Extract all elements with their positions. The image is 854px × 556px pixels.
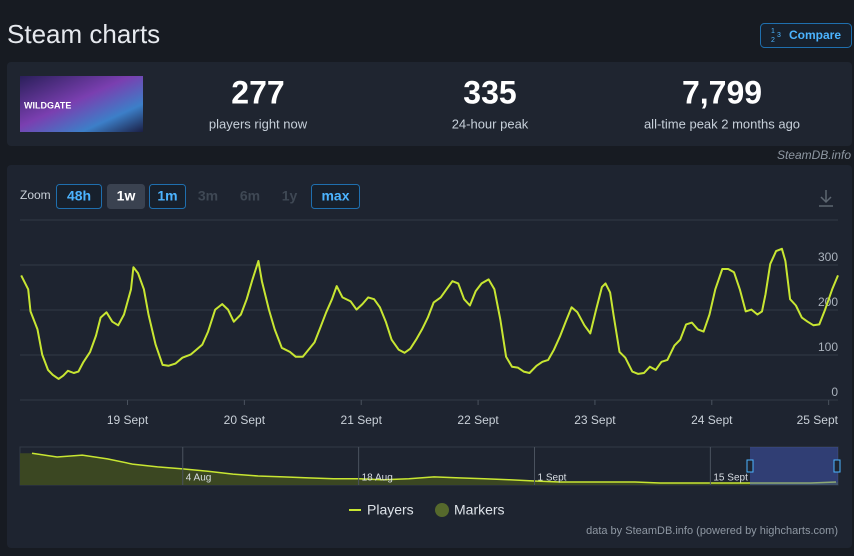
zoom-option: 3m	[198, 188, 218, 204]
x-tick-label: 25 Sept	[797, 413, 839, 427]
players-line	[20, 247, 839, 380]
credit: SteamDB.info	[777, 148, 851, 162]
zoom-option[interactable]: 48h	[67, 188, 91, 204]
navigator-label: 4 Aug	[186, 473, 212, 484]
legend-label[interactable]: Markers	[454, 502, 505, 518]
footer: data by SteamDB.info (powered by highcha…	[586, 525, 838, 537]
navigator-label: 18 Aug	[362, 473, 393, 484]
stat-value: 335	[463, 74, 516, 110]
game-image	[20, 76, 143, 132]
zoom-option[interactable]: 1w	[117, 188, 136, 204]
navigator-selection[interactable]	[750, 447, 838, 485]
navigator-label: 1 Sept	[538, 473, 567, 484]
compare-icon: 1	[771, 28, 775, 35]
stat-label: players right now	[209, 116, 308, 131]
compare-label[interactable]: Compare	[789, 28, 841, 42]
zoom-option: 1y	[282, 188, 298, 204]
y-tick-label: 100	[818, 340, 838, 354]
zoom-button[interactable]	[56, 184, 102, 209]
compare-icon: 3	[777, 32, 781, 39]
page-title: Steam charts	[7, 19, 160, 49]
x-tick-label: 23 Sept	[574, 413, 616, 427]
zoom-button[interactable]	[107, 184, 145, 209]
legend-label[interactable]: Players	[367, 502, 414, 518]
zoom-option: 6m	[240, 188, 260, 204]
chart-panel	[7, 165, 852, 548]
y-tick-label: 300	[818, 250, 838, 264]
stat-label: 24-hour peak	[452, 116, 529, 131]
zoom-option[interactable]: 1m	[157, 188, 177, 204]
stat-label: all-time peak 2 months ago	[644, 116, 800, 131]
download-icon[interactable]	[819, 190, 833, 207]
y-tick-label: 0	[831, 385, 838, 399]
navigator-line	[31, 452, 837, 484]
zoom-label: Zoom	[20, 188, 51, 202]
game-logo: WILDGATE	[24, 100, 71, 110]
zoom-button[interactable]	[311, 184, 360, 209]
compare-button[interactable]	[760, 23, 852, 48]
x-tick-label: 20 Sept	[224, 413, 266, 427]
stat-value: 7,799	[682, 74, 762, 110]
stat-value: 277	[231, 74, 284, 110]
x-tick-label: 22 Sept	[457, 413, 499, 427]
zoom-button[interactable]	[149, 184, 186, 209]
navigator-handle[interactable]	[833, 459, 841, 473]
navigator-area	[20, 453, 838, 485]
zoom-option[interactable]: max	[321, 188, 349, 204]
legend-swatch	[435, 503, 449, 517]
x-tick-label: 19 Sept	[107, 413, 149, 427]
navigator-label: 15 Sept	[713, 473, 748, 484]
navigator-handle[interactable]	[746, 459, 754, 473]
stats-panel	[7, 62, 852, 146]
compare-icon: 2	[771, 37, 775, 44]
x-tick-label: 21 Sept	[341, 413, 383, 427]
x-tick-label: 24 Sept	[691, 413, 733, 427]
